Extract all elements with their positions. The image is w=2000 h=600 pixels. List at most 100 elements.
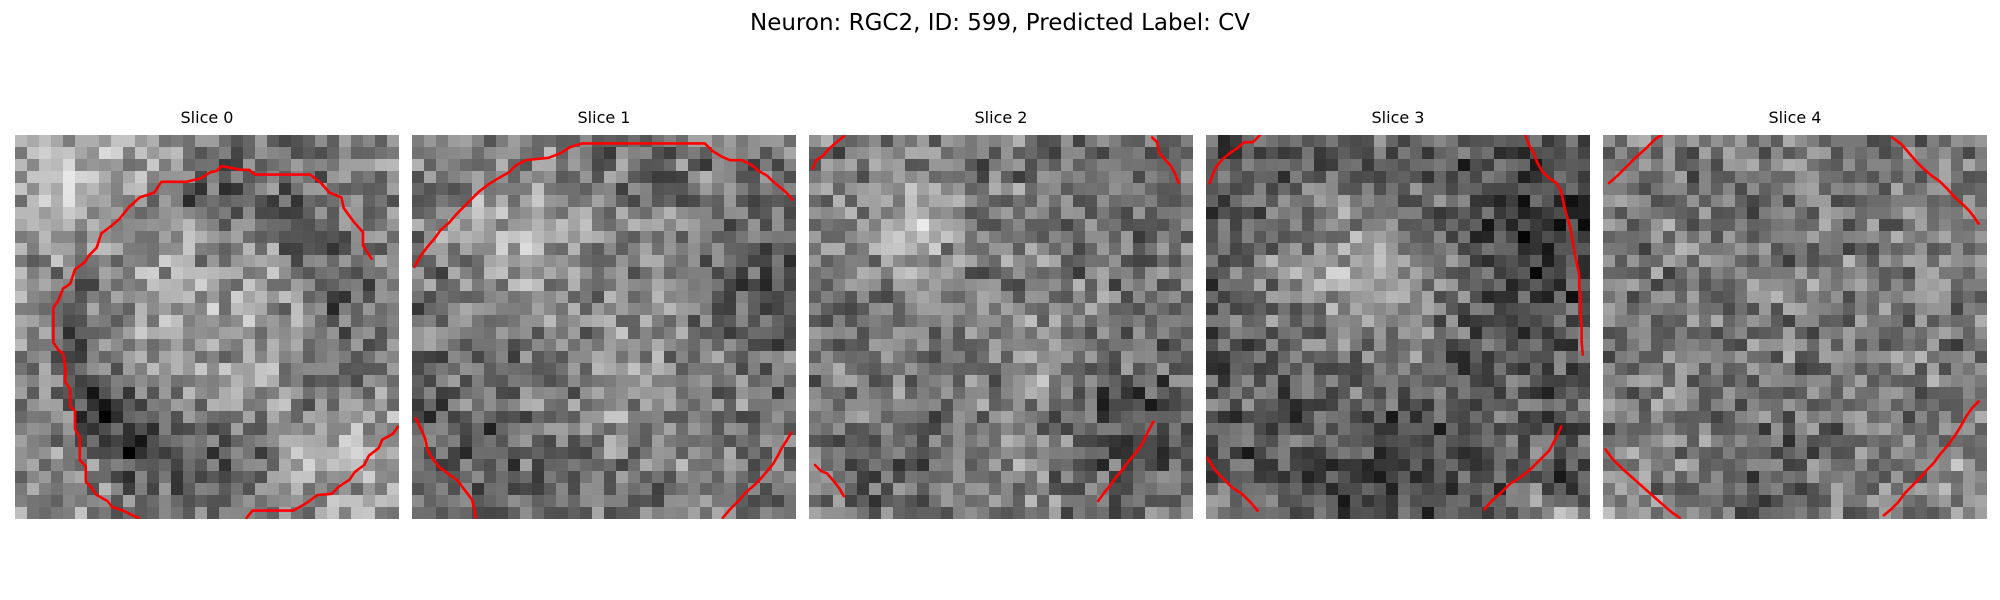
image-pixel bbox=[1807, 255, 1820, 268]
image-pixel bbox=[1771, 375, 1784, 388]
image-pixel bbox=[363, 267, 376, 280]
image-pixel bbox=[508, 411, 521, 424]
image-pixel bbox=[1085, 231, 1098, 244]
image-pixel bbox=[436, 507, 449, 519]
image-pixel bbox=[1242, 339, 1255, 352]
image-pixel bbox=[1218, 495, 1231, 508]
image-pixel bbox=[556, 231, 569, 244]
image-pixel bbox=[1338, 363, 1351, 376]
image-pixel bbox=[219, 267, 232, 280]
image-pixel bbox=[857, 279, 870, 292]
image-pixel bbox=[291, 291, 304, 304]
image-pixel bbox=[640, 291, 653, 304]
image-pixel bbox=[1410, 255, 1423, 268]
image-pixel bbox=[1266, 339, 1279, 352]
image-pixel bbox=[1326, 207, 1339, 220]
image-pixel bbox=[1494, 267, 1507, 280]
image-pixel bbox=[15, 351, 28, 364]
image-pixel bbox=[63, 207, 76, 220]
image-pixel bbox=[1157, 471, 1170, 484]
image-pixel bbox=[833, 171, 846, 184]
image-pixel bbox=[303, 147, 316, 160]
image-pixel bbox=[628, 147, 641, 160]
image-pixel bbox=[1061, 279, 1074, 292]
image-pixel bbox=[1037, 147, 1050, 160]
image-pixel bbox=[1085, 495, 1098, 508]
image-pixel bbox=[748, 231, 761, 244]
image-pixel bbox=[1109, 351, 1122, 364]
image-pixel bbox=[39, 243, 52, 256]
image-pixel bbox=[1795, 351, 1808, 364]
image-pixel bbox=[1723, 423, 1736, 436]
image-pixel bbox=[628, 459, 641, 472]
image-pixel bbox=[1422, 387, 1435, 400]
image-pixel bbox=[1085, 183, 1098, 196]
image-pixel bbox=[688, 435, 701, 448]
image-pixel bbox=[893, 243, 906, 256]
image-pixel bbox=[1314, 159, 1327, 172]
image-pixel bbox=[1639, 291, 1652, 304]
image-pixel bbox=[15, 447, 28, 460]
image-pixel bbox=[1939, 135, 1952, 148]
image-pixel bbox=[1314, 219, 1327, 232]
image-pixel bbox=[1302, 399, 1315, 412]
image-pixel bbox=[1891, 303, 1904, 316]
image-pixel bbox=[1001, 411, 1014, 424]
image-pixel bbox=[1326, 231, 1339, 244]
image-pixel bbox=[207, 159, 220, 172]
image-pixel bbox=[1771, 231, 1784, 244]
image-pixel bbox=[339, 243, 352, 256]
image-pixel bbox=[1326, 507, 1339, 519]
image-pixel bbox=[243, 375, 256, 388]
image-pixel bbox=[1675, 267, 1688, 280]
image-pixel bbox=[496, 375, 509, 388]
image-pixel bbox=[544, 327, 557, 340]
image-pixel bbox=[87, 495, 100, 508]
image-pixel bbox=[965, 219, 978, 232]
image-pixel bbox=[63, 183, 76, 196]
image-pixel bbox=[965, 171, 978, 184]
image-pixel bbox=[1326, 135, 1339, 148]
image-pixel bbox=[219, 459, 232, 472]
image-pixel bbox=[412, 447, 425, 460]
image-pixel bbox=[881, 363, 894, 376]
image-pixel bbox=[1206, 507, 1219, 519]
image-pixel bbox=[1242, 183, 1255, 196]
image-pixel bbox=[1675, 351, 1688, 364]
image-pixel bbox=[123, 483, 136, 496]
image-pixel bbox=[387, 327, 399, 340]
image-pixel bbox=[472, 483, 485, 496]
image-pixel bbox=[39, 303, 52, 316]
image-pixel bbox=[652, 507, 665, 519]
image-pixel bbox=[1097, 135, 1110, 148]
image-pixel bbox=[243, 243, 256, 256]
image-pixel bbox=[640, 459, 653, 472]
image-pixel bbox=[267, 291, 280, 304]
image-pixel bbox=[1494, 183, 1507, 196]
image-pixel bbox=[1723, 327, 1736, 340]
image-pixel bbox=[1843, 423, 1856, 436]
image-pixel bbox=[1374, 375, 1387, 388]
image-pixel bbox=[580, 483, 593, 496]
image-pixel bbox=[809, 471, 822, 484]
image-pixel bbox=[664, 291, 677, 304]
image-pixel bbox=[1278, 495, 1291, 508]
image-pixel bbox=[1061, 411, 1074, 424]
image-pixel bbox=[327, 255, 340, 268]
image-pixel bbox=[1013, 315, 1026, 328]
image-pixel bbox=[147, 195, 160, 208]
image-pixel bbox=[39, 255, 52, 268]
image-pixel bbox=[1290, 351, 1303, 364]
image-pixel bbox=[1663, 351, 1676, 364]
image-pixel bbox=[1302, 435, 1315, 448]
image-pixel bbox=[1073, 351, 1086, 364]
image-pixel bbox=[1097, 483, 1110, 496]
image-pixel bbox=[1181, 471, 1193, 484]
image-pixel bbox=[1554, 459, 1567, 472]
image-pixel bbox=[351, 315, 364, 328]
image-pixel bbox=[1891, 399, 1904, 412]
image-pixel bbox=[135, 495, 148, 508]
image-pixel bbox=[207, 255, 220, 268]
image-pixel bbox=[472, 195, 485, 208]
image-pixel bbox=[51, 243, 64, 256]
